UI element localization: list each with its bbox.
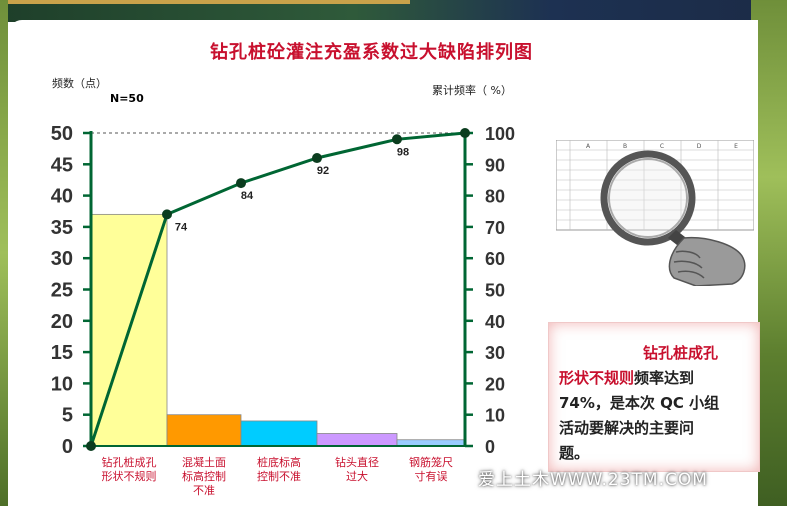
y-left-axis-label: 频数（点）: [52, 77, 107, 90]
y-left-tick-label-30: 30: [51, 248, 73, 270]
magnifier-lens-rim: [608, 158, 688, 238]
y-right-tick-label-0: 0: [485, 437, 495, 457]
bar-2: [166, 414, 242, 447]
category-label-4-line-1: 钻头直径: [335, 455, 379, 469]
spreadsheet-column-header-C: C: [660, 143, 664, 150]
y-left-tick-label-0: 0: [62, 436, 73, 458]
y-left-tick-label-25: 25: [51, 280, 73, 302]
cumulative-point-0: [86, 441, 96, 451]
y-left-tick-label-15: 15: [51, 342, 73, 364]
bar-3: [240, 420, 318, 447]
hand-fingers: [673, 250, 705, 279]
conclusion-line-2: 形状不规则频率达到: [559, 366, 749, 391]
cumulative-value-label-84: 84: [241, 190, 254, 202]
chart-title: 钻孔桩砼灌注充盈系数过大缺陷排列图: [210, 42, 533, 63]
y-left-tick-label-45: 45: [51, 154, 73, 176]
y-right-tick-label-60: 60: [485, 249, 505, 269]
watermark: 爱上土木WWW.23TM.COM: [478, 470, 708, 490]
category-label-3-line-2: 控制不准: [257, 469, 301, 483]
cumulative-point-4: [392, 134, 402, 145]
category-label-1-line-1: 钻孔桩成孔: [102, 455, 157, 469]
header-gold-strip: [0, 0, 410, 4]
y-right-tick-label-80: 80: [485, 187, 505, 207]
y-right-tick-label-90: 90: [485, 155, 505, 175]
magnifier-lens: [600, 150, 696, 246]
category-label-3-line-1: 桩底标高: [257, 455, 301, 469]
cumulative-percent-line: [89, 131, 466, 447]
bar-4: [316, 433, 398, 447]
y-right-axis-label: 累计频率（ %）: [432, 84, 512, 97]
y-right-tick-label-10: 10: [485, 406, 505, 426]
y-left-tick-label-20: 20: [51, 311, 73, 333]
conclusion-line-1: 钻孔桩成孔: [643, 344, 719, 362]
y-right-tick-label-100: 100: [485, 124, 515, 144]
y-right-tick-label-20: 20: [485, 374, 505, 394]
cumulative-value-label-92: 92: [317, 165, 329, 177]
y-right-tick-label-50: 50: [485, 281, 505, 301]
cumulative-point-1: [162, 209, 172, 220]
hand-icon: [668, 236, 746, 286]
conclusion-line-5: 题。: [559, 444, 590, 462]
conclusion-line-2-rest: 频率达到: [634, 369, 695, 387]
y-right-tick-label-70: 70: [485, 218, 505, 238]
sample-size-label: N=50: [110, 92, 144, 105]
conclusion-textbox: 钻孔桩成孔 形状不规则频率达到 74%，是本次 QC 小组 活动要解决的主要问 …: [548, 322, 760, 472]
y-left-tick-label-5: 5: [62, 405, 73, 427]
cumulative-point-3: [312, 153, 322, 164]
y-left-tick-label-40: 40: [51, 186, 73, 208]
category-label-4-line-2: 过大: [346, 469, 368, 483]
category-label-5-line-2: 寸有误: [415, 469, 448, 483]
y-left-tick-label-50: 50: [51, 123, 73, 145]
conclusion-line-4: 活动要解决的主要问: [559, 419, 695, 437]
category-label-2-line-3: 不准: [193, 484, 215, 497]
conclusion-line-3: 74%，是本次 QC 小组: [559, 394, 720, 412]
y-left-tick-label-35: 35: [51, 217, 73, 239]
y-right-tick-label-30: 30: [485, 343, 505, 363]
spreadsheet-column-header-D: D: [697, 143, 702, 150]
spreadsheet-column-header-B: B: [623, 143, 627, 150]
cumulative-value-label-98: 98: [397, 146, 409, 158]
header-banner: [0, 0, 787, 22]
cumulative-point-5: [460, 128, 470, 138]
category-label-2-line-2: 标高控制: [182, 469, 226, 483]
magnifier-spreadsheet-illustration: A B C D E: [556, 140, 754, 286]
cumulative-point-2: [236, 178, 246, 189]
cumulative-value-label-74: 74: [175, 221, 188, 233]
spreadsheet-column-header-E: E: [734, 143, 738, 150]
y-right-tick-label-40: 40: [485, 312, 505, 332]
conclusion-highlight: 形状不规则: [559, 369, 635, 387]
left-leaf-border: [0, 0, 8, 506]
category-label-2-line-1: 混凝土面: [182, 455, 226, 469]
category-label-1-line-2: 形状不规则: [102, 469, 157, 483]
spreadsheet-column-header-A: A: [586, 143, 591, 150]
category-label-5-line-1: 钢筋笼尺: [409, 455, 453, 469]
y-left-tick-label-10: 10: [51, 373, 73, 395]
